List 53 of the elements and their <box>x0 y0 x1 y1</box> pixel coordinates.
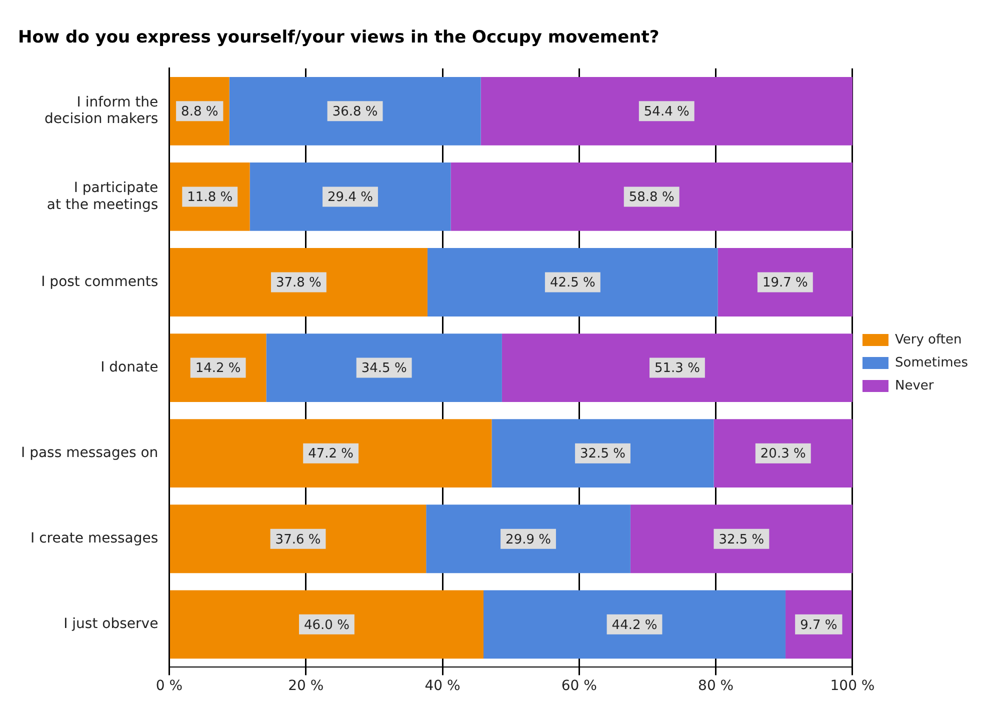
bar <box>170 590 484 659</box>
bar <box>492 419 714 488</box>
data-label: 37.6 % <box>275 532 321 548</box>
x-tick-label: 60 % <box>561 678 597 694</box>
bar <box>484 590 786 659</box>
bar <box>266 334 502 402</box>
data-label: 58.8 % <box>628 190 674 206</box>
data-label: 19.7 % <box>762 276 808 291</box>
data-label: 47.2 % <box>308 446 354 462</box>
data-label: 14.2 % <box>195 361 241 376</box>
y-tick-label: I donate <box>100 359 158 376</box>
data-label: 29.4 % <box>328 190 373 206</box>
data-label: 36.8 % <box>332 104 378 120</box>
bar <box>502 334 852 402</box>
y-tick-label: I just observe <box>64 616 158 632</box>
bar <box>170 419 492 488</box>
data-label: 32.5 % <box>718 532 764 548</box>
y-tick-label: I participate at the meetings <box>46 180 158 213</box>
data-label: 42.5 % <box>550 276 596 291</box>
y-tick-label: I post comments <box>41 274 158 290</box>
bar <box>229 76 481 146</box>
bar <box>170 248 428 316</box>
x-tick-label: 0 % <box>156 678 183 694</box>
data-label: 37.8 % <box>276 276 322 291</box>
x-tick-label: 40 % <box>424 678 460 694</box>
data-label: 51.3 % <box>654 361 700 376</box>
data-label: 20.3 % <box>760 446 806 462</box>
chart-title: How do you express yourself/your views in the Occupy movement? <box>18 28 660 48</box>
legend-label: Never <box>894 378 934 394</box>
legend-label: Very often <box>894 332 962 348</box>
bar <box>426 504 630 574</box>
x-tick-label: 80 % <box>698 678 734 694</box>
x-tick-label: 100 % <box>830 678 875 694</box>
data-label: 34.5 % <box>361 361 407 376</box>
data-label: 11.8 % <box>187 190 233 206</box>
data-label: 46.0 % <box>304 618 350 633</box>
data-label: 29.9 % <box>506 532 551 548</box>
bar <box>250 162 451 231</box>
bar <box>427 248 718 316</box>
data-label: 54.4 % <box>644 104 690 120</box>
legend-label: Sometimes <box>894 355 968 370</box>
x-tick-label: 20 % <box>288 678 324 694</box>
y-tick-label: I inform the decision makers <box>44 94 158 128</box>
data-label: 44.2 % <box>612 618 658 633</box>
bar <box>630 504 852 574</box>
bar <box>170 504 426 574</box>
y-tick-label: I create messages <box>30 530 158 547</box>
bar <box>480 76 852 146</box>
data-label: 8.8 % <box>181 104 218 120</box>
bar <box>450 162 852 231</box>
y-tick-label: I pass messages on <box>20 444 158 461</box>
data-label: 32.5 % <box>580 446 626 462</box>
data-label: 9.7 % <box>800 618 838 633</box>
